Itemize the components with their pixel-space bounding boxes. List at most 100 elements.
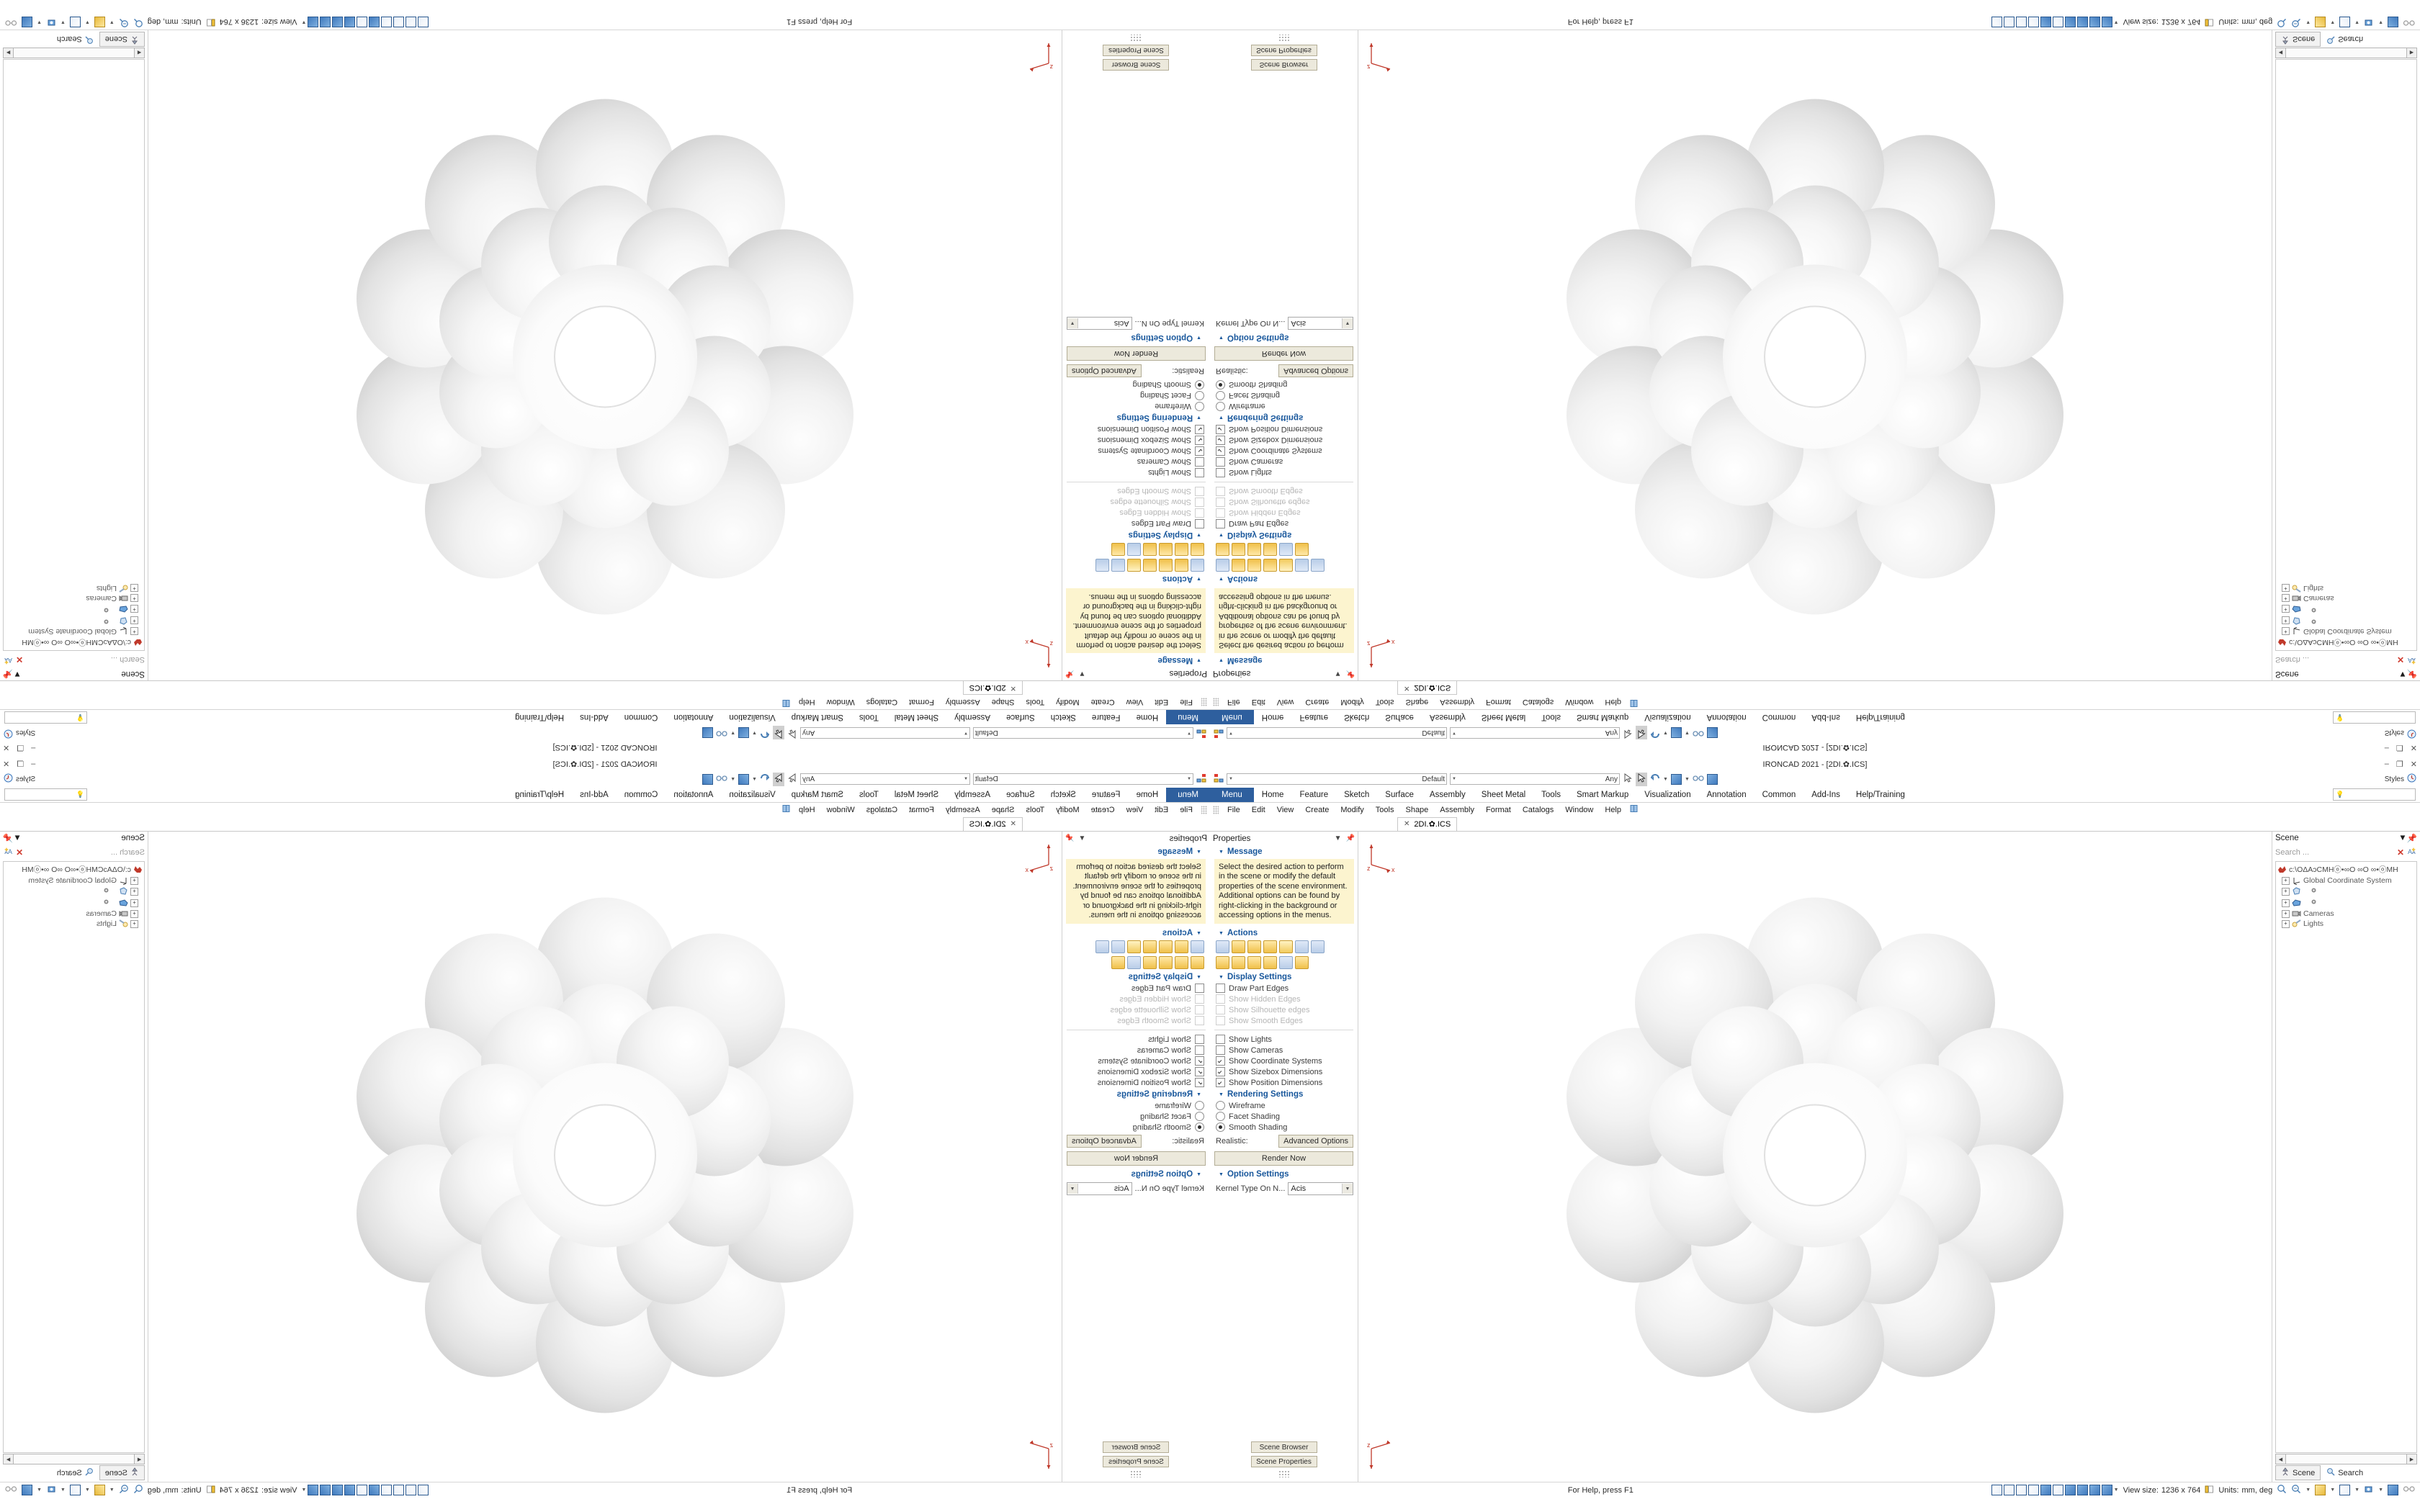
advanced-options-button[interactable]: Advanced Options	[1278, 1135, 1353, 1148]
checkbox-icon[interactable]	[1195, 984, 1204, 994]
checkbox-show-sizebox-dimensions[interactable]: Show Sizebox Dimensions	[1210, 435, 1358, 446]
render-cube-icon[interactable]	[738, 773, 750, 785]
perspective-icon[interactable]	[22, 1485, 32, 1495]
expand-icon[interactable]: +	[130, 627, 138, 636]
scene-tree-root[interactable]: c:\OΔАɔCMНⓞ•∞O ∞O ∞•ⓞMН	[4, 863, 144, 876]
gear-settings-icon[interactable]	[1175, 542, 1188, 556]
smart-select-icon[interactable]	[1636, 772, 1647, 786]
scene-search-input[interactable]: Search ...	[2275, 655, 2310, 665]
message-section-header[interactable]: ▼ Message	[1062, 845, 1210, 858]
ribbon-tab-sheet-metal[interactable]: Sheet Metal	[894, 791, 939, 799]
ribbon-tab-home[interactable]: Home	[1261, 713, 1284, 721]
chevron-down-icon[interactable]: ▼	[2398, 670, 2407, 678]
coordinate-icon[interactable]	[1279, 542, 1293, 556]
menu-item-modify[interactable]: Modify	[1340, 698, 1364, 707]
chevron-down-icon[interactable]: ▼	[60, 1488, 66, 1493]
flower-rosette-model[interactable]	[331, 80, 879, 631]
properties-panel-footer[interactable]: Scene Browser Scene Properties	[1210, 1441, 1358, 1482]
gear-settings-icon[interactable]	[1232, 542, 1245, 556]
triangle-collapse-icon[interactable]: ▼	[1219, 415, 1224, 420]
menu-grip[interactable]	[1201, 698, 1207, 707]
zoom-in-icon[interactable]	[2277, 16, 2287, 28]
chevron-down-icon[interactable]: ▼	[2305, 1488, 2311, 1493]
checkbox-icon[interactable]	[1216, 1067, 1225, 1077]
checkbox-icon[interactable]	[1195, 456, 1204, 467]
document-tab[interactable]: ✕ 2DI.✿.ICS	[1397, 817, 1458, 831]
viewport[interactable]: z x	[148, 832, 1062, 1482]
loft-icon[interactable]	[1127, 940, 1141, 954]
checkbox-show-lights[interactable]: Show Lights	[1062, 467, 1210, 478]
checkbox-show-cameras[interactable]: Show Cameras	[1210, 1045, 1358, 1056]
view-cube-icon[interactable]	[1706, 727, 1718, 739]
scene-tree-node[interactable]: + Global Coordinate System	[2276, 626, 2416, 636]
close-icon[interactable]: ✕	[1010, 820, 1016, 828]
menu-item-catalogs[interactable]: Catalogs	[866, 698, 898, 707]
view-cube-icon[interactable]	[702, 727, 714, 739]
view-right-icon[interactable]	[369, 1485, 380, 1495]
menu-item-catalogs[interactable]: Catalogs	[1522, 805, 1554, 814]
units-segment[interactable]: Units: mm, deg	[148, 18, 202, 27]
menu-item-window[interactable]: Window	[1565, 805, 1594, 814]
ribbon-tab-visualization[interactable]: Visualization	[729, 791, 776, 799]
style-filter-field[interactable]: ▼ Default	[973, 773, 1193, 785]
scene-tree[interactable]: c:\OΔАɔCMНⓞ•∞O ∞O ∞•ⓞMН + Global Coordinat…	[2275, 59, 2417, 651]
view-orientation-icons[interactable]: ▼	[301, 1485, 429, 1495]
ribbon-tab-visualization[interactable]: Visualization	[1644, 713, 1691, 721]
view-se-icon[interactable]	[308, 17, 319, 27]
ribbon-tab-menu[interactable]: Menu	[1210, 788, 1254, 802]
ribbon-tab-help-training[interactable]: Help/Training	[515, 713, 565, 721]
view-nw-icon[interactable]	[2089, 17, 2100, 27]
checkbox-show-coordinate-systems[interactable]: Show Coordinate Systems	[1062, 446, 1210, 456]
expand-icon[interactable]: +	[2282, 887, 2290, 896]
ribbon-tab-tools[interactable]: Tools	[1541, 713, 1561, 721]
triangle-collapse-icon[interactable]: ▼	[1196, 335, 1201, 341]
rendering-mode-options[interactable]: Wireframe Facet Shading Smooth Shading	[1062, 379, 1210, 412]
assembly-tree-icon[interactable]	[1214, 773, 1224, 786]
scene-tree-node[interactable]: + Global Coordinate System	[2276, 876, 2416, 886]
shaded-render-icon[interactable]	[2315, 17, 2326, 27]
rendering-mode-options[interactable]: Wireframe Facet Shading Smooth Shading	[1210, 1100, 1358, 1133]
close-icon[interactable]: ✕	[1404, 684, 1410, 692]
ribbon-tab-common[interactable]: Common	[1762, 713, 1796, 721]
menu-bar[interactable]: File Edit View Create Modify Tools Shape Assemb…	[0, 803, 1210, 816]
ribbon-tab-tools[interactable]: Tools	[859, 713, 879, 721]
scene-tree-node[interactable]: + Cameras	[2276, 593, 2416, 603]
view-left-icon[interactable]	[381, 1485, 393, 1495]
viewport[interactable]: z x	[1358, 832, 2272, 1482]
view-top-icon[interactable]	[357, 17, 368, 27]
chevron-down-icon[interactable]: ▼	[752, 730, 757, 736]
option-settings-section-header[interactable]: ▼ Option Settings	[1210, 332, 1358, 344]
view-front-icon[interactable]	[2003, 1485, 2015, 1495]
view-right-icon[interactable]	[2040, 1485, 2051, 1495]
scene-panel-tab-search[interactable]: Search	[51, 1465, 99, 1480]
actions-icon-row-1[interactable]	[1210, 939, 1358, 955]
list-properties-icon[interactable]	[1216, 940, 1229, 954]
ribbon-tab-add-ins[interactable]: Add-Ins	[580, 713, 609, 721]
ribbon-tab-sketch[interactable]: Sketch	[1344, 713, 1370, 721]
expand-icon[interactable]: +	[130, 899, 138, 907]
menu-item-format[interactable]: Format	[1485, 805, 1511, 814]
chevron-down-icon[interactable]: ▼	[2305, 19, 2311, 24]
edit-sketch-icon[interactable]	[1111, 558, 1125, 572]
checkbox-draw-part-edges[interactable]: Draw Part Edges	[1210, 518, 1358, 529]
menu-bar[interactable]: File Edit View Create Modify Tools Shape Assemb…	[0, 696, 1210, 709]
assembly-icon[interactable]	[1143, 542, 1157, 556]
triangle-collapse-icon[interactable]: ▼	[1219, 576, 1224, 582]
expand-icon[interactable]: +	[130, 616, 138, 625]
chevron-down-icon[interactable]: ▼	[2330, 1488, 2336, 1493]
assembly-icon[interactable]	[1263, 956, 1277, 970]
perspective-icon[interactable]	[2388, 17, 2398, 27]
scene-panel-tab-search[interactable]: Search	[51, 32, 99, 47]
perspective-icon[interactable]	[22, 17, 32, 27]
scene-tree-node[interactable]: + Lights	[2276, 919, 2416, 929]
menu-item-assembly[interactable]: Assembly	[946, 805, 980, 814]
scene-properties-button[interactable]: Scene Properties	[1250, 45, 1317, 56]
pin-icon[interactable]: 📌	[3, 669, 14, 678]
ribbon-tab-strip[interactable]: Menu Home Feature Sketch Surface Assembly She…	[1210, 709, 2420, 726]
ribbon-tab-sketch[interactable]: Sketch	[1050, 713, 1076, 721]
radio-facet-shading[interactable]: Facet Shading	[1062, 1111, 1210, 1122]
